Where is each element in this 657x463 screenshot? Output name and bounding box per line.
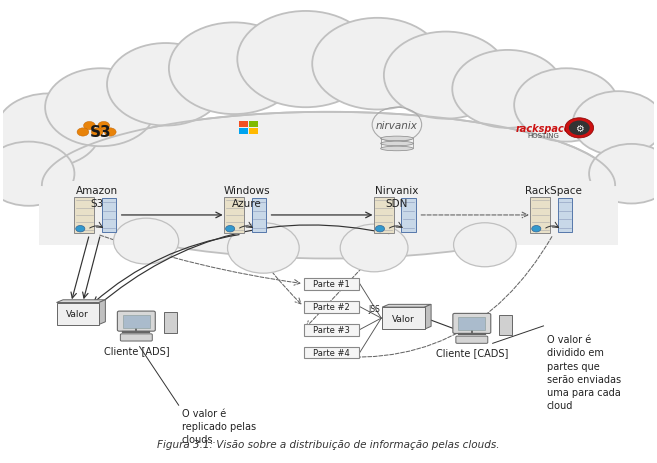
Circle shape [169,23,299,115]
FancyBboxPatch shape [499,315,512,336]
Ellipse shape [380,142,413,146]
Circle shape [384,32,508,119]
Circle shape [227,223,299,274]
FancyBboxPatch shape [57,303,99,325]
Polygon shape [382,305,431,307]
Circle shape [375,226,384,232]
FancyBboxPatch shape [382,307,424,329]
Circle shape [569,121,590,136]
FancyBboxPatch shape [401,198,416,232]
FancyBboxPatch shape [118,312,155,332]
Text: Parte #1: Parte #1 [313,280,350,288]
Text: Parte #2: Parte #2 [313,302,350,312]
Bar [249,121,258,128]
FancyBboxPatch shape [453,314,491,334]
FancyBboxPatch shape [224,197,244,234]
Text: S3: S3 [90,124,111,139]
Text: JSS: JSS [368,304,380,313]
Circle shape [76,226,85,232]
Text: Parte #3: Parte #3 [313,325,350,334]
FancyBboxPatch shape [456,337,487,344]
Circle shape [237,12,374,108]
Text: Valor: Valor [66,309,89,319]
Text: Parte #4: Parte #4 [313,348,350,357]
Circle shape [312,19,443,110]
Bar [39,163,618,245]
Circle shape [532,226,541,232]
FancyBboxPatch shape [252,198,266,232]
FancyBboxPatch shape [304,347,359,359]
Circle shape [514,69,618,142]
FancyBboxPatch shape [164,313,177,333]
FancyBboxPatch shape [102,198,116,232]
Circle shape [98,122,110,131]
FancyBboxPatch shape [304,301,359,313]
FancyBboxPatch shape [530,197,550,234]
Text: O valor é
replicado pelas
clouds.: O valor é replicado pelas clouds. [182,407,256,444]
Circle shape [0,142,74,206]
Circle shape [453,223,516,267]
Text: Amazon
S3: Amazon S3 [76,186,118,208]
Ellipse shape [380,147,413,151]
Text: Figura 3.1: Visão sobre a distribuição de informação pelas clouds.: Figura 3.1: Visão sobre a distribuição d… [157,439,500,449]
Circle shape [340,225,408,272]
Bar [249,129,258,135]
Polygon shape [424,305,431,329]
FancyBboxPatch shape [304,324,359,336]
FancyBboxPatch shape [459,318,486,331]
Bar [39,181,618,245]
Circle shape [114,219,179,264]
Bar [238,121,248,128]
FancyBboxPatch shape [123,315,150,328]
Ellipse shape [42,113,615,259]
Text: Valor: Valor [392,314,415,323]
Text: Nirvanix
SDN: Nirvanix SDN [375,186,419,208]
Polygon shape [57,300,105,303]
Circle shape [565,119,594,138]
FancyBboxPatch shape [304,278,359,290]
Circle shape [45,69,156,147]
Circle shape [225,226,235,232]
Polygon shape [99,300,105,325]
Circle shape [91,129,103,137]
FancyBboxPatch shape [74,197,94,234]
Ellipse shape [380,137,413,141]
Circle shape [83,122,95,131]
Text: RackSpace: RackSpace [525,186,581,196]
Circle shape [452,51,563,129]
Circle shape [0,94,101,168]
Circle shape [77,129,89,137]
Text: HOSTING: HOSTING [528,132,559,138]
Bar [238,129,248,135]
FancyBboxPatch shape [558,198,572,232]
FancyBboxPatch shape [374,197,394,234]
Text: Windows
Azure: Windows Azure [224,186,271,208]
Text: rackspace: rackspace [516,124,571,133]
Text: ⚙: ⚙ [575,124,583,133]
Circle shape [107,44,224,126]
Text: Cliente [CADS]: Cliente [CADS] [436,347,508,357]
Circle shape [104,129,116,137]
Circle shape [589,144,657,204]
Text: nirvanix: nirvanix [376,120,418,131]
Text: Cliente [ADS]: Cliente [ADS] [104,345,169,355]
Circle shape [573,92,657,156]
FancyBboxPatch shape [120,334,152,341]
Text: O valor é
dividido em
partes que
serão enviadas
uma para cada
cloud: O valor é dividido em partes que serão e… [547,334,621,410]
